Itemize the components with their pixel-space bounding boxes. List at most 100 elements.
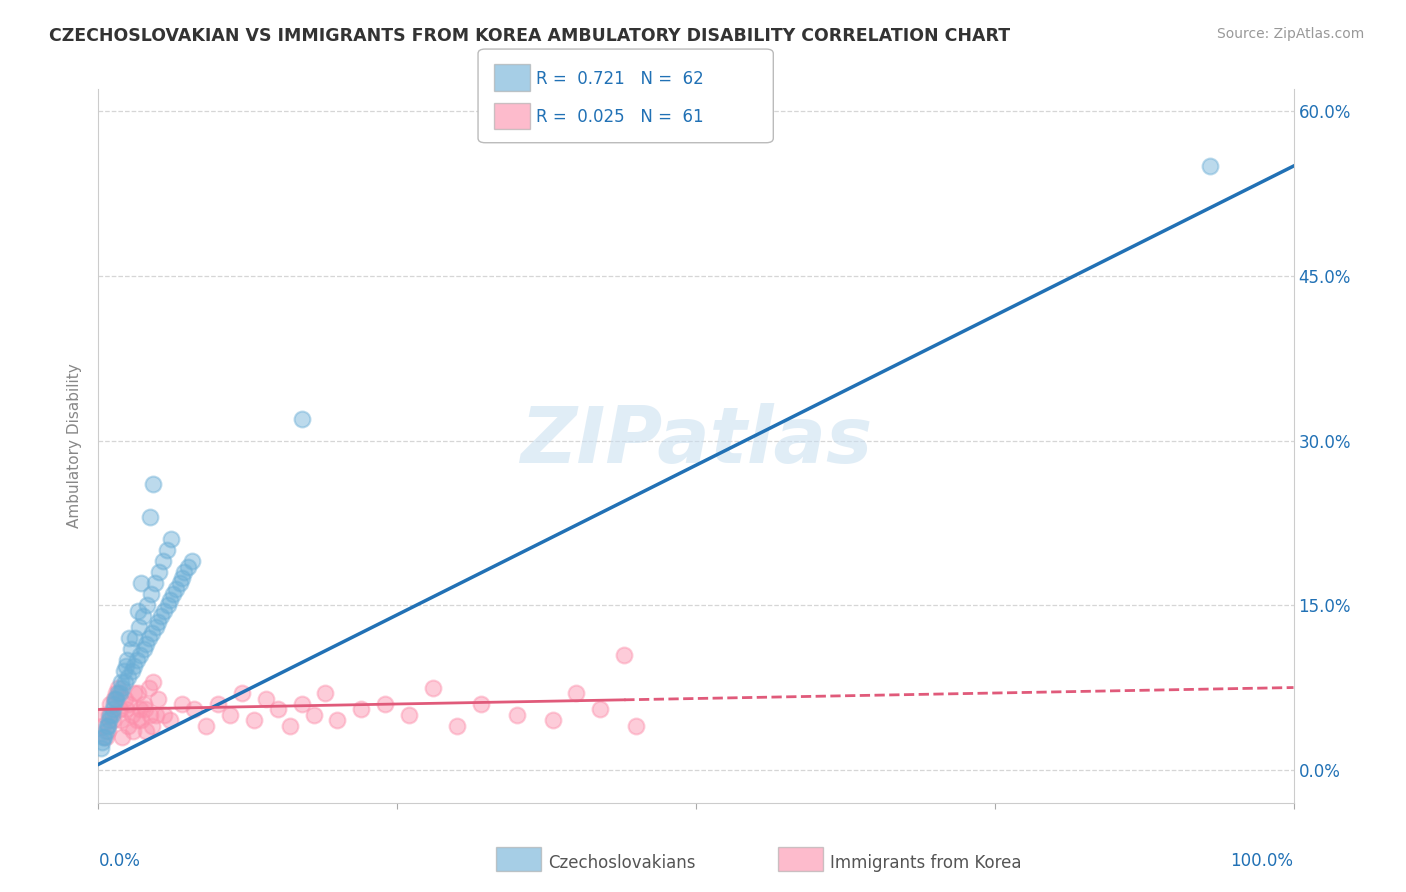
Point — [132, 697, 155, 711]
Point — [470, 697, 492, 711]
Point — [626, 719, 648, 733]
Point — [326, 714, 349, 728]
Point — [101, 714, 124, 728]
Point — [110, 714, 132, 728]
Point — [180, 554, 202, 568]
Point — [145, 620, 167, 634]
Point — [107, 686, 129, 700]
Point — [374, 697, 396, 711]
Point — [103, 691, 125, 706]
Point — [131, 714, 153, 728]
Point — [139, 510, 162, 524]
Point — [446, 719, 468, 733]
Text: 0.0%: 0.0% — [98, 852, 141, 871]
Point — [118, 697, 141, 711]
Text: ZIPatlas: ZIPatlas — [520, 402, 872, 478]
Point — [315, 686, 337, 700]
Point — [1198, 159, 1220, 173]
Point — [565, 686, 588, 700]
Text: Czechoslovakians: Czechoslovakians — [548, 854, 696, 871]
Point — [127, 604, 149, 618]
Point — [108, 686, 131, 700]
Point — [194, 719, 218, 733]
Point — [139, 587, 162, 601]
Point — [149, 609, 172, 624]
Point — [107, 681, 129, 695]
Point — [97, 724, 120, 739]
Point — [104, 691, 127, 706]
Point — [108, 702, 131, 716]
Point — [148, 566, 170, 580]
Y-axis label: Ambulatory Disability: Ambulatory Disability — [67, 364, 83, 528]
Point — [131, 609, 153, 624]
Text: 100.0%: 100.0% — [1230, 852, 1294, 871]
Point — [350, 702, 373, 716]
Point — [97, 719, 120, 733]
Point — [143, 576, 166, 591]
Point — [124, 658, 146, 673]
Point — [91, 735, 114, 749]
Point — [91, 719, 114, 733]
Point — [98, 708, 122, 723]
Point — [96, 719, 118, 733]
Point — [121, 664, 143, 678]
Point — [111, 730, 134, 744]
Point — [243, 714, 266, 728]
Point — [115, 702, 138, 716]
Point — [278, 719, 301, 733]
Point — [134, 702, 156, 716]
Point — [142, 477, 165, 491]
Point — [177, 559, 200, 574]
Point — [173, 566, 195, 580]
Point — [145, 708, 167, 723]
Text: Immigrants from Korea: Immigrants from Korea — [830, 854, 1021, 871]
Point — [153, 604, 176, 618]
Point — [94, 724, 117, 739]
Point — [159, 714, 181, 728]
Point — [114, 691, 136, 706]
Point — [506, 708, 529, 723]
Point — [131, 576, 153, 591]
Point — [132, 642, 155, 657]
Point — [129, 648, 152, 662]
Point — [231, 686, 253, 700]
Point — [120, 642, 142, 657]
Point — [117, 669, 139, 683]
Point — [127, 686, 149, 700]
Point — [172, 697, 194, 711]
Point — [160, 533, 183, 547]
Point — [115, 653, 138, 667]
Point — [125, 653, 148, 667]
Point — [138, 631, 160, 645]
Point — [122, 724, 145, 739]
Point — [112, 664, 135, 678]
Point — [156, 598, 179, 612]
Point — [111, 681, 134, 695]
Text: Source: ZipAtlas.com: Source: ZipAtlas.com — [1216, 27, 1364, 41]
Point — [125, 714, 148, 728]
Point — [138, 681, 160, 695]
Point — [90, 740, 112, 755]
Text: CZECHOSLOVAKIAN VS IMMIGRANTS FROM KOREA AMBULATORY DISABILITY CORRELATION CHART: CZECHOSLOVAKIAN VS IMMIGRANTS FROM KOREA… — [49, 27, 1011, 45]
Point — [118, 631, 141, 645]
Point — [117, 719, 139, 733]
Point — [100, 708, 122, 723]
Point — [98, 708, 121, 723]
Point — [398, 708, 420, 723]
Point — [183, 702, 205, 716]
Point — [93, 708, 115, 723]
Point — [219, 708, 242, 723]
Point — [148, 615, 170, 629]
Point — [302, 708, 325, 723]
Point — [141, 719, 163, 733]
Point — [148, 691, 170, 706]
Point — [162, 587, 184, 601]
Point — [121, 708, 143, 723]
Point — [290, 697, 312, 711]
Point — [165, 582, 187, 596]
Point — [128, 620, 150, 634]
Point — [101, 702, 124, 716]
Point — [169, 576, 191, 591]
Point — [142, 675, 165, 690]
Point — [105, 686, 128, 700]
